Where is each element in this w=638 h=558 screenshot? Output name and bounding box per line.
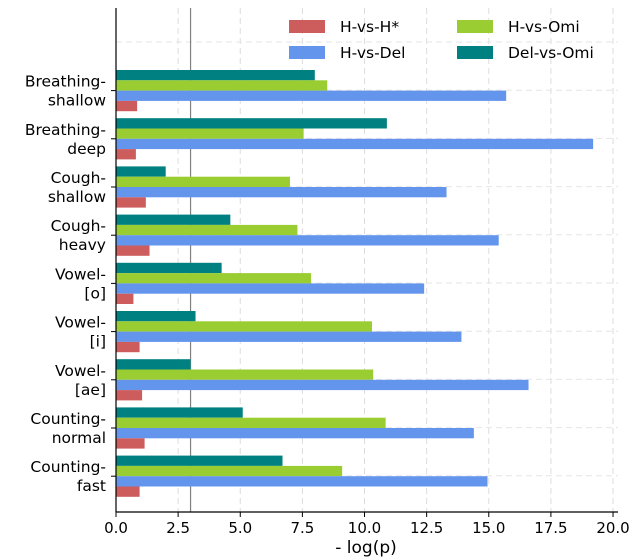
bar-del-vs-omi [116,70,315,81]
bar-h-vs-omi [116,465,343,477]
bar-h-vs-h- [116,197,146,208]
category-label: shallow [48,188,106,206]
bar-h-vs-del [116,138,594,150]
bar-h-vs-del [116,187,447,198]
bar-h-vs-del [116,331,462,342]
bar-h-vs-h- [116,438,145,449]
bar-h-vs-omi [116,321,372,332]
legend-swatch [457,20,493,33]
bar-h-vs-omi [116,128,304,139]
bar-del-vs-omi [116,166,166,177]
bar-del-vs-omi [116,407,243,418]
category-label: Breathing- [25,73,106,91]
category-label: shallow [48,92,106,110]
category-label: [i] [90,333,106,351]
x-tick-label: 10.0 [348,519,381,537]
category-label: heavy [59,236,106,254]
category-label: Breathing- [25,121,106,139]
bar-h-vs-h- [116,341,140,353]
bar-h-vs-h- [116,293,134,304]
category-label: Counting- [30,410,106,428]
x-tick-label: 20.0 [596,519,629,537]
bar-h-vs-del [116,476,488,487]
category-label: [o] [84,284,106,302]
bar-h-vs-h- [116,100,138,112]
x-tick-label: 12.5 [410,519,443,537]
legend: H-vs-H* H-vs-Omi H-vs-Del Del-vs-Omi [289,18,594,62]
bar-del-vs-omi [116,262,222,274]
category-label: Counting- [30,458,106,476]
legend-label: H-vs-H* [340,18,399,36]
category-label: Vowel- [55,362,106,380]
x-tick-label: 7.5 [290,519,314,537]
category-label: Cough- [51,169,106,187]
bar-h-vs-del [116,379,529,391]
ticks-layer: 0.0 2.5 5.0 7.5 10.0 12.5 15.0 17.5 20.0 [104,512,630,537]
bar-h-vs-omi [116,369,374,380]
bar-h-vs-del [116,235,499,246]
legend-swatch [457,46,493,59]
legend-swatch [289,46,325,59]
x-tick-label: 17.5 [534,519,567,537]
bar-h-vs-h- [116,149,136,160]
legend-swatch [289,20,325,33]
bar-del-vs-omi [116,118,387,129]
category-label: fast [77,477,106,495]
legend-label: H-vs-Del [340,44,405,62]
bar-h-vs-h- [116,245,150,256]
category-labels: Breathing-shallowBreathing-deepCough-sha… [25,73,116,495]
x-tick-label: 0.0 [104,519,128,537]
category-label: normal [52,429,106,447]
bar-h-vs-omi [116,176,290,187]
bar-h-vs-del [116,283,425,294]
bar-del-vs-omi [116,311,196,322]
bar-del-vs-omi [116,214,231,225]
category-label: Vowel- [55,314,106,332]
bar-h-vs-omi [116,273,312,284]
legend-label: Del-vs-Omi [508,44,594,62]
bar-h-vs-omi [116,224,298,236]
category-label: Vowel- [55,265,106,283]
x-axis-label: - log(p) [335,538,397,558]
bar-h-vs-omi [116,80,328,91]
bar-h-vs-del [116,428,474,439]
x-tick-label: 5.0 [228,519,252,537]
bar-h-vs-h- [116,486,140,497]
category-label: Cough- [51,217,106,235]
bar-h-vs-h- [116,390,143,401]
bar-h-vs-omi [116,417,386,428]
legend-label: H-vs-Omi [508,18,580,36]
bars-layer [116,70,594,497]
category-label: deep [67,140,106,158]
category-label: [ae] [75,381,106,399]
bar-del-vs-omi [116,359,191,370]
x-tick-label: 2.5 [166,519,190,537]
bar-h-vs-del [116,90,507,101]
x-tick-label: 15.0 [472,519,505,537]
bar-del-vs-omi [116,455,283,466]
